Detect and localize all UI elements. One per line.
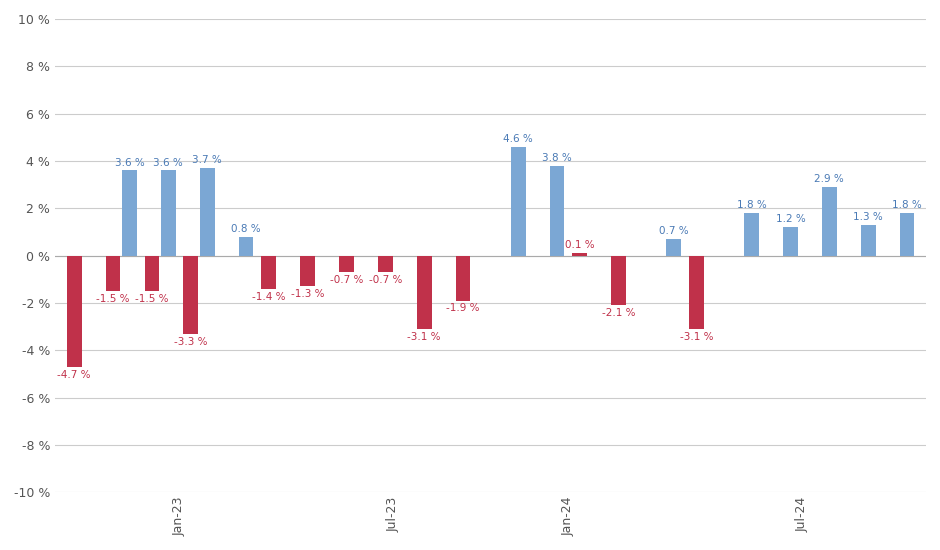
Bar (300, 256, 315, 287)
Text: 1.8 %: 1.8 % (737, 200, 766, 210)
Text: 3.6 %: 3.6 % (115, 158, 144, 168)
Text: 1.2 %: 1.2 % (776, 214, 806, 224)
Text: -4.7 %: -4.7 % (57, 370, 91, 380)
Bar (183, 256, 198, 334)
Bar (67, 256, 82, 367)
Text: 3.6 %: 3.6 % (153, 158, 183, 168)
Text: 1.8 %: 1.8 % (892, 200, 922, 210)
Text: 2.9 %: 2.9 % (814, 174, 844, 184)
Text: -0.7 %: -0.7 % (368, 275, 402, 285)
Bar (900, 213, 915, 256)
Bar (122, 170, 137, 256)
Bar (572, 254, 588, 256)
Text: 0.7 %: 0.7 % (659, 226, 689, 236)
Text: -0.7 %: -0.7 % (330, 275, 363, 285)
Text: -2.1 %: -2.1 % (602, 308, 635, 318)
Bar (161, 170, 176, 256)
Bar (611, 256, 626, 305)
Bar (510, 147, 525, 256)
Text: 0.8 %: 0.8 % (231, 224, 261, 234)
Bar (783, 227, 798, 256)
Text: 3.7 %: 3.7 % (193, 155, 222, 165)
Text: -1.5 %: -1.5 % (135, 294, 168, 304)
Text: -3.3 %: -3.3 % (174, 337, 208, 346)
Bar (416, 256, 431, 329)
Text: -1.9 %: -1.9 % (446, 304, 479, 313)
Text: 3.8 %: 3.8 % (542, 153, 572, 163)
Bar (105, 256, 120, 291)
Bar (550, 166, 565, 256)
Bar (744, 213, 759, 256)
Text: 0.1 %: 0.1 % (565, 240, 594, 250)
Bar (239, 236, 254, 256)
Bar (339, 256, 353, 272)
Bar (861, 225, 875, 256)
Bar (378, 256, 393, 272)
Text: 1.3 %: 1.3 % (854, 212, 883, 222)
Text: -3.1 %: -3.1 % (407, 332, 441, 342)
Text: -1.3 %: -1.3 % (290, 289, 324, 299)
Bar (200, 168, 214, 256)
Bar (822, 187, 837, 256)
Text: -3.1 %: -3.1 % (680, 332, 713, 342)
Text: -1.5 %: -1.5 % (96, 294, 130, 304)
Bar (261, 256, 276, 289)
Text: 4.6 %: 4.6 % (503, 134, 533, 144)
Bar (456, 256, 470, 301)
Text: -1.4 %: -1.4 % (252, 292, 286, 301)
Bar (145, 256, 160, 291)
Bar (666, 239, 681, 256)
Bar (689, 256, 704, 329)
